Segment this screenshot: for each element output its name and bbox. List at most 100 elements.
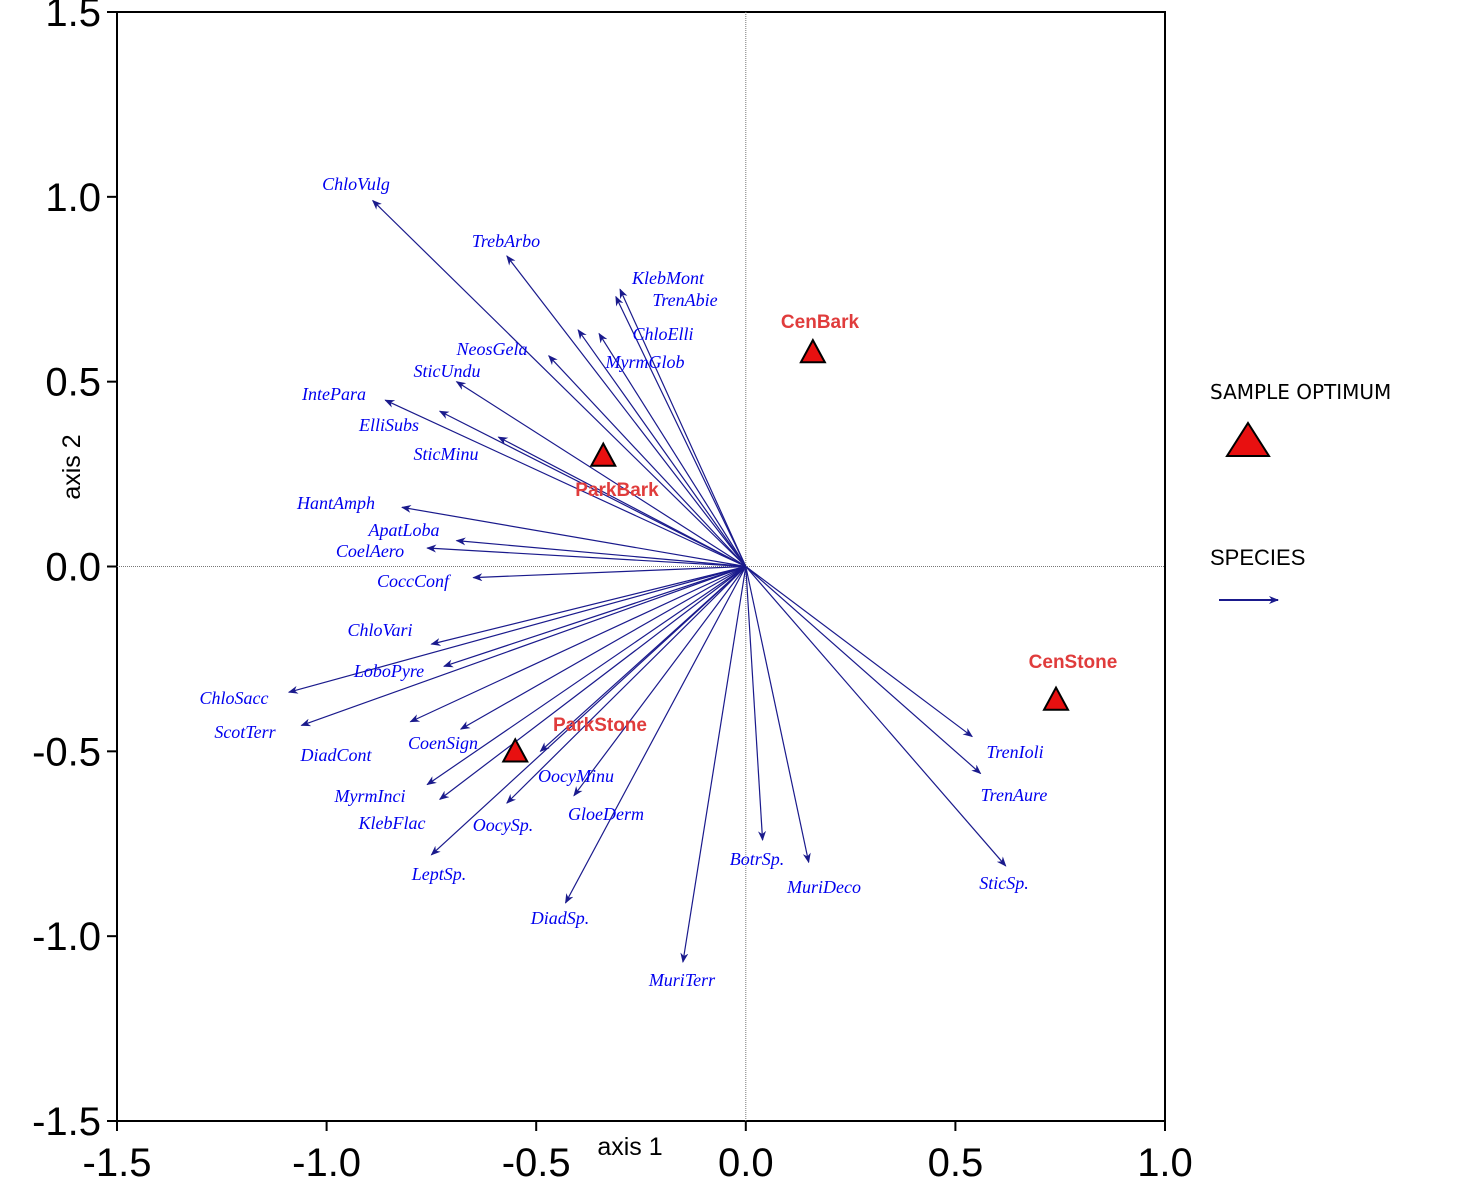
species-arrow <box>409 565 747 723</box>
species-label: ChloVari <box>347 620 412 640</box>
species-label: LoboPyre <box>353 661 424 681</box>
x-tick-label: -1.5 <box>83 1141 152 1179</box>
species-arrow <box>573 566 747 797</box>
legend-sample-optimum-label: SAMPLE OPTIMUM <box>1210 380 1391 404</box>
species-label: IntePara <box>301 384 366 404</box>
species-arrow <box>384 399 747 568</box>
sample-triangle-marker <box>1042 685 1070 711</box>
x-tick-label: -1.0 <box>292 1141 361 1179</box>
legend: SAMPLE OPTIMUM SPECIES <box>1210 380 1391 604</box>
species-arrow <box>455 537 746 568</box>
x-axis-label: axis 1 <box>597 1133 662 1161</box>
species-label: DiadCont <box>299 745 372 765</box>
species-label: SticSp. <box>979 873 1029 893</box>
species-arrow <box>506 566 747 804</box>
x-tick-label: -0.5 <box>502 1141 571 1179</box>
x-tick-label: 0.0 <box>718 1141 774 1179</box>
species-arrow <box>426 566 747 786</box>
species-arrow <box>443 565 746 668</box>
species-label: BotrSp. <box>730 849 785 869</box>
sample-markers: CenBark ParkBark ParkStone CenStone <box>501 312 1118 763</box>
species-label: HantAmph <box>296 493 375 513</box>
species-label: LeptSp. <box>411 864 467 884</box>
y-tick-label: -0.5 <box>32 730 101 774</box>
species-arrow <box>455 381 747 568</box>
species-arrow <box>615 295 747 567</box>
axis-ticks: -1.5 -1.0 -0.5 0.0 0.5 1.0 1.5 1.0 0.5 0.0 -0.5 -1.… <box>32 0 1193 1179</box>
sample-label: CenBark <box>781 312 860 333</box>
species-arrow <box>577 329 747 567</box>
species-label: MyrmInci <box>334 786 406 806</box>
sample-triangle-marker <box>589 441 617 467</box>
species-label: CoenSign <box>408 733 478 753</box>
species-arrow <box>565 566 747 904</box>
y-tick-label: -1.5 <box>32 1100 101 1144</box>
sample-label: ParkBark <box>575 480 659 501</box>
species-arrow <box>680 566 747 964</box>
species-label: GloeDerm <box>568 804 644 824</box>
species-arrow <box>371 199 747 567</box>
species-label: ApatLoba <box>367 520 439 540</box>
species-label: OocySp. <box>473 815 533 835</box>
legend-species-label: SPECIES <box>1210 545 1305 570</box>
species-label: SticMinu <box>414 444 479 464</box>
species-arrow <box>619 288 747 567</box>
species-label: MuriDeco <box>786 877 861 897</box>
species-arrow <box>745 566 982 775</box>
species-arrow <box>287 565 746 694</box>
species-arrow <box>401 504 746 568</box>
species-label: TrenAure <box>981 785 1048 805</box>
species-label: MyrmGlob <box>605 352 685 372</box>
species-label: ChloVulg <box>322 174 390 194</box>
species-arrow <box>438 410 747 568</box>
species-label: CoelAero <box>336 541 404 561</box>
species-label: ScotTerr <box>214 722 276 742</box>
sample-triangle-marker <box>501 737 529 763</box>
species-arrow <box>548 355 747 567</box>
species-arrow <box>300 565 747 727</box>
sample-triangle-marker <box>799 337 827 364</box>
species-label: CoccConf <box>377 571 452 591</box>
species-label: KlebFlac <box>358 813 426 833</box>
species-arrow <box>497 436 747 568</box>
species-arrow <box>438 566 747 800</box>
species-arrow <box>745 566 973 738</box>
species-label: TrenAbie <box>652 290 717 310</box>
species-label: ChloSacc <box>200 688 269 708</box>
species-label: ChloElli <box>632 324 693 344</box>
species-label: DiadSp. <box>530 908 590 928</box>
legend-triangle-icon <box>1225 421 1271 457</box>
species-label: SticUndu <box>414 361 481 381</box>
species-arrow <box>745 566 811 864</box>
species-label: NeosGela <box>456 339 528 359</box>
species-label: ElliSubs <box>358 415 419 435</box>
species-label: TrenIoli <box>986 742 1043 762</box>
species-arrow <box>745 566 1007 867</box>
species-arrow <box>598 332 747 567</box>
species-arrow <box>506 255 747 567</box>
species-arrow <box>745 566 767 842</box>
x-tick-label: 1.0 <box>1137 1141 1193 1179</box>
species-label: TrebArbo <box>472 231 540 251</box>
species-label: KlebMont <box>631 268 705 288</box>
species-arrow <box>430 566 747 856</box>
species-arrow <box>472 565 746 582</box>
y-tick-label: -1.0 <box>32 915 101 959</box>
species-arrows <box>287 199 1007 964</box>
zero-reference-lines <box>117 12 1165 1121</box>
y-axis-label: axis 2 <box>58 434 86 499</box>
y-tick-label: 1.0 <box>45 176 101 220</box>
sample-label: CenStone <box>1029 652 1118 673</box>
y-tick-label: 0.5 <box>45 361 101 405</box>
y-tick-label: 1.5 <box>45 0 101 35</box>
sample-label: ParkStone <box>553 715 647 736</box>
y-tick-label: 0.0 <box>45 546 101 590</box>
species-arrow <box>430 565 746 646</box>
species-arrow <box>426 544 746 568</box>
x-tick-label: 0.5 <box>928 1141 984 1179</box>
species-label: OocyMinu <box>538 766 614 786</box>
species-label: MuriTerr <box>648 970 716 990</box>
species-arrow <box>459 565 747 730</box>
